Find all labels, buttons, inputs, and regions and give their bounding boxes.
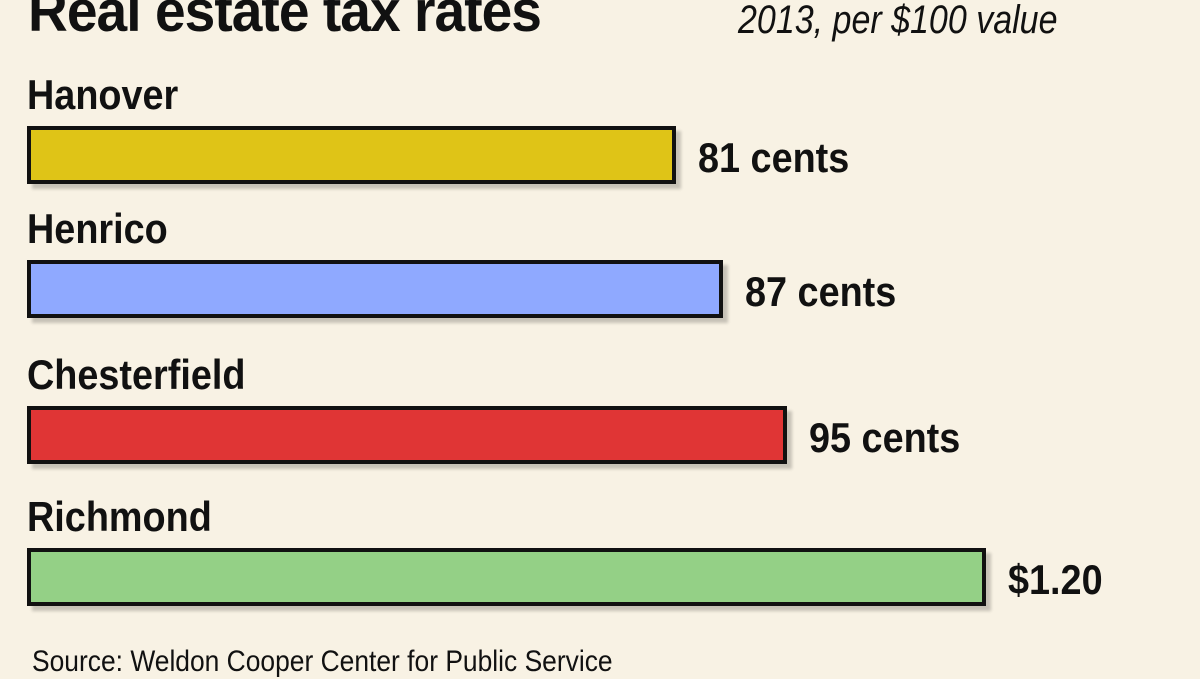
data-label: 81 cents — [697, 134, 849, 181]
chart-title: Real estate tax rates — [28, 0, 542, 44]
bar-hanover — [27, 126, 676, 184]
bar-richmond — [27, 548, 986, 606]
category-label: Richmond — [27, 493, 212, 540]
category-label: Hanover — [27, 71, 179, 118]
bar-chesterfield — [27, 406, 788, 464]
category-label: Henrico — [27, 205, 168, 252]
data-label: 95 cents — [809, 414, 961, 461]
bar-henrico — [27, 260, 724, 318]
category-label: Chesterfield — [27, 351, 246, 398]
data-label: 87 cents — [745, 268, 897, 315]
source-note: Source: Weldon Cooper Center for Public … — [32, 645, 613, 678]
chart-subtitle: 2013, per $100 value — [738, 0, 1058, 42]
data-label: $1.20 — [1008, 556, 1103, 603]
